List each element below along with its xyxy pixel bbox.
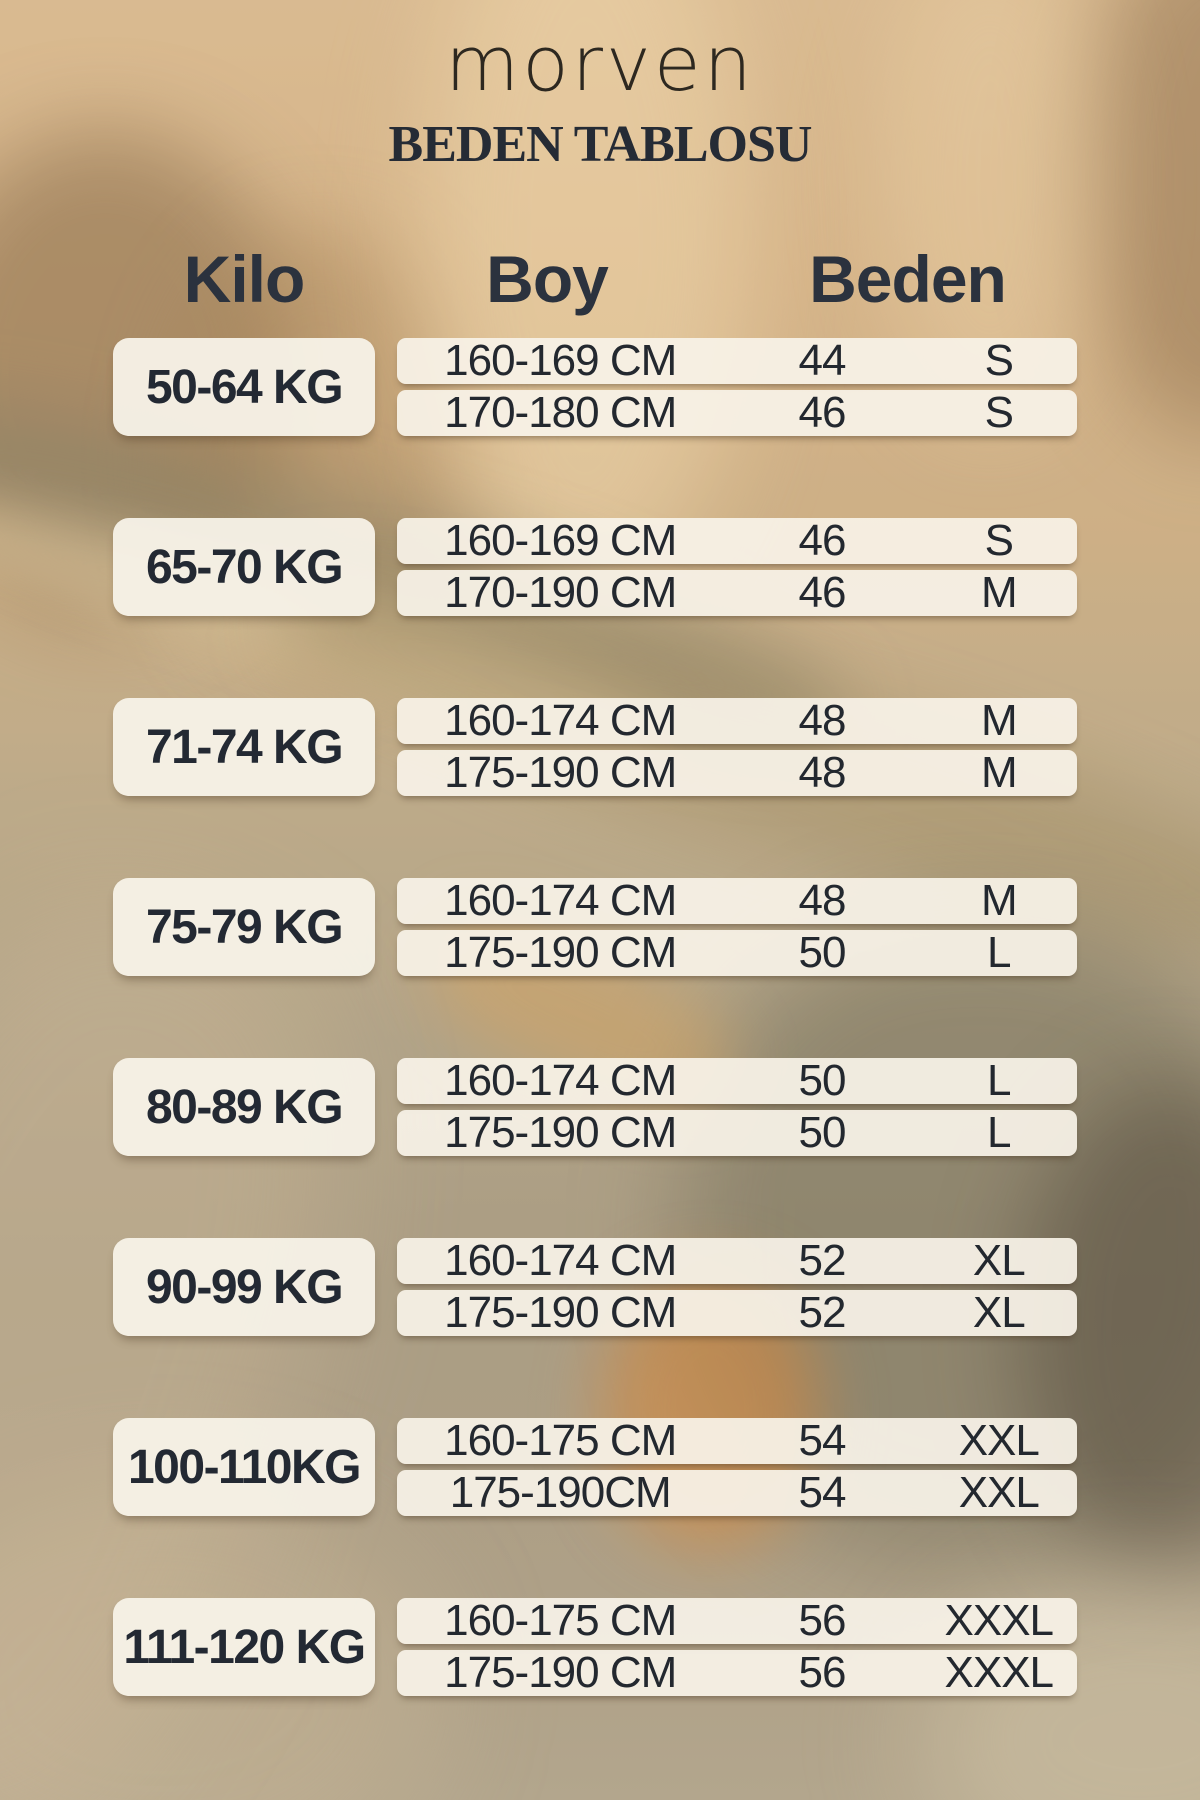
weight-range-label: 75-79 KG — [145, 900, 344, 954]
size-number: 52 — [798, 1288, 847, 1337]
size-letter: L — [987, 1056, 1011, 1105]
weight-range-badge: 50-64 KG — [113, 338, 375, 436]
height-range: 160-175 CM — [444, 1596, 677, 1645]
size-number: 48 — [798, 696, 847, 745]
size-letter: S — [984, 388, 1014, 437]
size-number: 52 — [798, 1236, 847, 1285]
size-number: 46 — [798, 516, 847, 565]
size-row: 170-190 CM 46 M — [397, 570, 1077, 616]
height-range: 175-190CM — [449, 1468, 672, 1517]
size-letter: S — [984, 516, 1014, 565]
size-number: 54 — [798, 1468, 847, 1517]
weight-range-label: 50-64 KG — [145, 360, 344, 414]
size-group: 65-70 KG 160-169 CM 46 S 170-190 CM 46 M — [0, 518, 1200, 616]
size-row: 160-175 CM 56 XXXL — [397, 1598, 1077, 1644]
size-number: 46 — [798, 388, 847, 437]
column-header-beden: Beden — [809, 242, 1007, 316]
size-letter: XXXL — [944, 1596, 1055, 1645]
size-number: 50 — [798, 1056, 847, 1105]
size-row: 175-190 CM 50 L — [397, 930, 1077, 976]
weight-range-label: 80-89 KG — [145, 1080, 344, 1134]
size-letter: XL — [972, 1236, 1026, 1285]
column-header-boy: Boy — [486, 242, 609, 316]
height-range: 175-190 CM — [444, 928, 677, 977]
size-row: 175-190 CM 56 XXXL — [397, 1650, 1077, 1696]
size-row: 175-190 CM 52 XL — [397, 1290, 1077, 1336]
size-letter: M — [980, 876, 1018, 925]
size-number: 44 — [798, 336, 847, 385]
size-row: 160-169 CM 46 S — [397, 518, 1077, 564]
column-header-kilo: Kilo — [183, 242, 306, 316]
weight-range-label: 100-110KG — [127, 1440, 362, 1494]
size-letter: L — [987, 928, 1011, 977]
height-range: 160-174 CM — [444, 876, 677, 925]
size-row: 160-174 CM 48 M — [397, 698, 1077, 744]
size-group: 50-64 KG 160-169 CM 44 S 170-180 CM 46 S — [0, 338, 1200, 436]
height-range: 175-190 CM — [444, 1288, 677, 1337]
size-letter: M — [980, 568, 1018, 617]
size-row: 170-180 CM 46 S — [397, 390, 1077, 436]
table-header-row: Kilo Boy Beden — [0, 246, 1200, 316]
size-number: 50 — [798, 1108, 847, 1157]
size-number: 54 — [798, 1416, 847, 1465]
size-letter: L — [987, 1108, 1011, 1157]
weight-range-badge: 75-79 KG — [113, 878, 375, 976]
size-group: 100-110KG 160-175 CM 54 XXL 175-190CM 54 XXL — [0, 1418, 1200, 1516]
size-group: 90-99 KG 160-174 CM 52 XL 175-190 CM 52 XL — [0, 1238, 1200, 1336]
weight-range-label: 65-70 KG — [145, 540, 344, 594]
size-row: 175-190CM 54 XXL — [397, 1470, 1077, 1516]
size-letter: M — [980, 696, 1018, 745]
weight-range-label: 71-74 KG — [145, 720, 344, 774]
size-group: 80-89 KG 160-174 CM 50 L 175-190 CM 50 L — [0, 1058, 1200, 1156]
size-row: 160-174 CM 48 M — [397, 878, 1077, 924]
size-row: 175-190 CM 50 L — [397, 1110, 1077, 1156]
size-row: 160-174 CM 50 L — [397, 1058, 1077, 1104]
weight-range-badge: 80-89 KG — [113, 1058, 375, 1156]
size-letter: XXL — [958, 1468, 1040, 1517]
size-row: 160-174 CM 52 XL — [397, 1238, 1077, 1284]
weight-range-label: 90-99 KG — [145, 1260, 344, 1314]
size-table-groups: 50-64 KG 160-169 CM 44 S 170-180 CM 46 S 65-70 … — [0, 338, 1200, 1778]
weight-range-badge: 100-110KG — [113, 1418, 375, 1516]
size-number: 56 — [798, 1596, 847, 1645]
weight-range-badge: 111-120 KG — [113, 1598, 375, 1696]
size-number: 50 — [798, 928, 847, 977]
bg-shape — [420, 0, 750, 600]
size-letter: XXL — [958, 1416, 1040, 1465]
weight-range-label: 111-120 KG — [123, 1620, 366, 1674]
height-range: 160-169 CM — [444, 336, 677, 385]
height-range: 170-190 CM — [444, 568, 677, 617]
size-number: 48 — [798, 876, 847, 925]
height-range: 160-175 CM — [444, 1416, 677, 1465]
size-group: 71-74 KG 160-174 CM 48 M 175-190 CM 48 M — [0, 698, 1200, 796]
height-range: 160-174 CM — [444, 696, 677, 745]
size-row: 175-190 CM 48 M — [397, 750, 1077, 796]
height-range: 175-190 CM — [444, 1648, 677, 1697]
size-letter: XL — [972, 1288, 1026, 1337]
brand-logo: morven — [445, 19, 755, 108]
height-range: 160-174 CM — [444, 1236, 677, 1285]
page-title: BEDEN TABLOSU — [388, 116, 813, 173]
weight-range-badge: 90-99 KG — [113, 1238, 375, 1336]
size-group: 75-79 KG 160-174 CM 48 M 175-190 CM 50 L — [0, 878, 1200, 976]
size-number: 48 — [798, 748, 847, 797]
weight-range-badge: 71-74 KG — [113, 698, 375, 796]
size-letter: S — [984, 336, 1014, 385]
size-letter: XXXL — [944, 1648, 1055, 1697]
size-row: 160-169 CM 44 S — [397, 338, 1077, 384]
height-range: 175-190 CM — [444, 748, 677, 797]
height-range: 175-190 CM — [444, 1108, 677, 1157]
size-row: 160-175 CM 54 XXL — [397, 1418, 1077, 1464]
height-range: 170-180 CM — [444, 388, 677, 437]
size-number: 46 — [798, 568, 847, 617]
size-group: 111-120 KG 160-175 CM 56 XXXL 175-190 CM 56 XX… — [0, 1598, 1200, 1696]
weight-range-badge: 65-70 KG — [113, 518, 375, 616]
height-range: 160-169 CM — [444, 516, 677, 565]
height-range: 160-174 CM — [444, 1056, 677, 1105]
size-letter: M — [980, 748, 1018, 797]
size-number: 56 — [798, 1648, 847, 1697]
